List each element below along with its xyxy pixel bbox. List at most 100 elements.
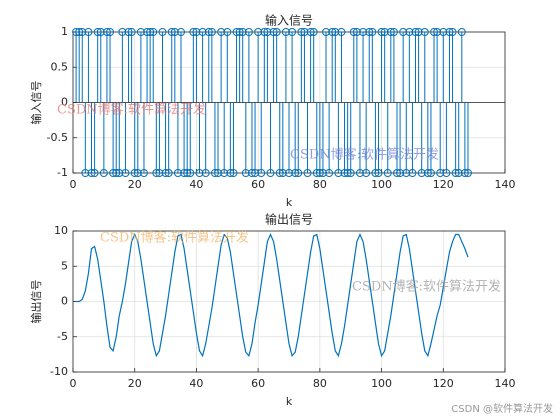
- y-tick-label: -0.5: [47, 131, 68, 144]
- stem-marker: [414, 28, 423, 36]
- stem-marker: [99, 169, 108, 177]
- stem-marker: [399, 28, 408, 36]
- stem-marker: [448, 28, 457, 36]
- stem-marker: [164, 169, 173, 177]
- stem-marker: [90, 169, 99, 177]
- x-tick-label: 20: [128, 178, 142, 191]
- stem-marker: [257, 169, 266, 177]
- y-tick-label: -1: [57, 166, 68, 179]
- stem-marker: [380, 28, 389, 36]
- stem-marker: [278, 169, 287, 177]
- data-line: [76, 233, 469, 358]
- watermark: CSDN博客:软件算法开发: [57, 102, 206, 118]
- stem-marker: [303, 169, 312, 177]
- x-tick-label: 40: [189, 178, 203, 191]
- stem-marker: [241, 169, 250, 177]
- stem-marker: [158, 28, 167, 36]
- stem-marker: [106, 28, 115, 36]
- y-tick-label: -10: [50, 365, 68, 378]
- stem-marker: [368, 28, 377, 36]
- x-tick-label: 20: [128, 377, 142, 390]
- stem-marker: [408, 169, 417, 177]
- stem-marker: [244, 28, 253, 36]
- stem-marker: [207, 28, 216, 36]
- stem-marker: [322, 28, 331, 36]
- stem-marker: [362, 169, 371, 177]
- stem-marker: [288, 28, 297, 36]
- stem-marker: [136, 28, 145, 36]
- stem-marker: [133, 169, 142, 177]
- stem-marker: [346, 169, 355, 177]
- y-tick-label: 0: [61, 295, 68, 308]
- stem-marker: [170, 28, 179, 36]
- stem-marker: [78, 28, 87, 36]
- x-tick-label: 120: [433, 178, 454, 191]
- stem-marker: [325, 169, 334, 177]
- stem-marker: [463, 169, 472, 177]
- x-tick-label: 100: [371, 377, 392, 390]
- stem-marker: [442, 169, 451, 177]
- x-tick-label: 0: [70, 377, 77, 390]
- stem-marker: [294, 169, 303, 177]
- stem-marker: [454, 169, 463, 177]
- stem-marker: [457, 28, 466, 36]
- stem-marker: [192, 28, 201, 36]
- x-tick-label: 80: [313, 178, 327, 191]
- stem-marker: [139, 169, 148, 177]
- stem-marker: [223, 28, 232, 36]
- stem-marker: [396, 169, 405, 177]
- stem-marker: [177, 28, 185, 36]
- stem-marker: [115, 169, 124, 177]
- stem-marker: [285, 169, 293, 177]
- x-tick-label: 140: [495, 178, 516, 191]
- stem-marker: [127, 28, 136, 36]
- stem-marker: [355, 169, 364, 177]
- stem-marker: [383, 169, 392, 177]
- stem-marker: [121, 169, 130, 177]
- stem-marker: [155, 169, 164, 177]
- x-tick-label: 140: [495, 377, 516, 390]
- stem-marker: [81, 169, 90, 177]
- chart-title: 输出信号: [265, 212, 313, 227]
- stem-marker: [220, 169, 229, 177]
- stem-marker: [389, 28, 398, 36]
- stem-marker: [118, 28, 127, 36]
- stem-marker: [263, 28, 272, 36]
- stem-marker: [405, 28, 414, 36]
- x-tick-label: 40: [189, 377, 203, 390]
- stem-marker: [433, 28, 442, 36]
- y-tick-label: 0.5: [51, 60, 69, 73]
- watermark: CSDN博客:软件算法开发: [352, 279, 501, 295]
- watermark: CSDN博客:软件算法开发: [290, 147, 439, 163]
- stem-marker: [214, 169, 223, 177]
- stem-marker: [254, 28, 263, 36]
- stem-marker: [300, 28, 309, 36]
- stem-marker: [436, 169, 445, 177]
- stem-marker: [201, 169, 210, 177]
- x-tick-label: 100: [371, 178, 392, 191]
- footer-watermark: CSDN @软件算法开发: [451, 402, 553, 415]
- chart-title: 输入信号: [265, 13, 313, 28]
- stem-marker: [337, 28, 346, 36]
- y-axis-label: 输入信号: [29, 81, 43, 125]
- stem-marker: [229, 169, 238, 177]
- y-tick-label: 5: [61, 259, 68, 272]
- x-axis-label: k: [286, 395, 293, 408]
- stem-marker: [402, 169, 411, 177]
- stem-marker: [238, 28, 247, 36]
- stem-marker: [96, 28, 105, 36]
- stem-marker: [84, 28, 93, 36]
- x-tick-label: 60: [251, 377, 265, 390]
- stem-marker: [318, 169, 327, 177]
- stem-marker: [352, 28, 361, 36]
- stem-marker: [217, 28, 226, 36]
- stem-marker: [173, 169, 182, 177]
- stem-marker: [374, 169, 383, 177]
- x-tick-label: 60: [251, 178, 265, 191]
- stem-marker: [420, 28, 429, 36]
- watermark: CSDN博客:软件算法开发: [100, 230, 249, 246]
- stem-marker: [251, 169, 260, 177]
- y-tick-label: 0: [61, 96, 68, 109]
- y-tick-label: 10: [54, 224, 68, 237]
